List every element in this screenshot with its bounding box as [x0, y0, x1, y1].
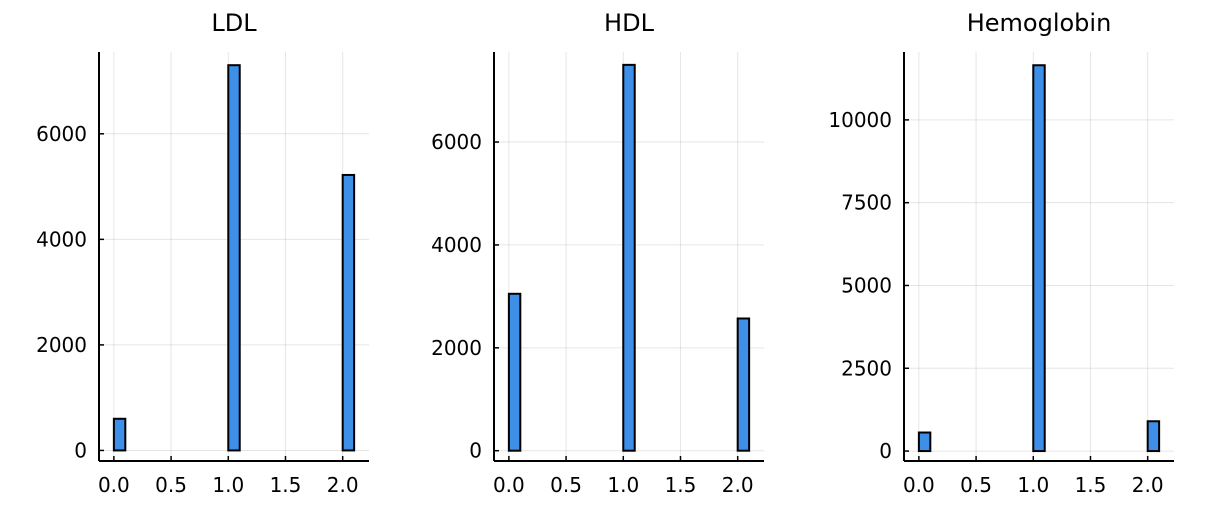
- y-tick-label: 0: [74, 438, 87, 462]
- ldl-bar-0: [112, 417, 127, 452]
- x-tick-label: 2.0: [722, 473, 754, 497]
- hemoglobin-panel: 0.0 0.5 1.0 1.5 2.0 0 2500 5000 7500 10000 Hemoglo…: [828, 9, 1174, 497]
- x-tick-label: 0.0: [493, 473, 525, 497]
- x-tick-label: 2.0: [1132, 473, 1164, 497]
- x-tick-label: 1.5: [665, 473, 697, 497]
- y-tick-label: 4000: [36, 227, 87, 251]
- y-tick-label: 10000: [828, 108, 892, 132]
- x-tick-label: 0.0: [98, 473, 130, 497]
- x-tick-label: 1.0: [212, 473, 244, 497]
- hdl-title: HDL: [604, 9, 655, 37]
- x-tick-label: 1.5: [1075, 473, 1107, 497]
- y-tick-label: 6000: [36, 122, 87, 146]
- ldl-bar-2: [341, 173, 356, 452]
- ldl-title: LDL: [211, 9, 257, 37]
- x-tick-label: 0.0: [903, 473, 935, 497]
- y-tick-label: 2000: [431, 336, 482, 360]
- x-tick-label: 0.5: [960, 473, 992, 497]
- hemoglobin-bar-0: [917, 431, 932, 453]
- hdl-panel: 0.0 0.5 1.0 1.5 2.0 0 2000 4000 6000 HDL: [431, 9, 764, 497]
- y-tick-label: 0: [469, 439, 482, 463]
- x-tick-label: 1.0: [1017, 473, 1049, 497]
- y-tick-label: 5000: [841, 273, 892, 297]
- x-tick-label: 0.5: [550, 473, 582, 497]
- ldl-panel: 0.0 0.5 1.0 1.5 2.0 0 2000 4000 6000 LDL: [36, 9, 369, 497]
- y-tick-label: 7500: [841, 191, 892, 215]
- y-tick-label: 2000: [36, 333, 87, 357]
- hemoglobin-bar-2: [1146, 420, 1161, 453]
- y-tick-label: 4000: [431, 233, 482, 257]
- y-tick-label: 2500: [841, 356, 892, 380]
- x-tick-label: 1.0: [607, 473, 639, 497]
- x-tick-label: 2.0: [327, 473, 359, 497]
- hdl-bar-1: [622, 63, 636, 452]
- y-tick-label: 0: [879, 439, 892, 463]
- hdl-bar-0: [507, 292, 522, 452]
- x-tick-label: 1.5: [270, 473, 302, 497]
- y-tick-label: 6000: [431, 130, 482, 154]
- ldl-bar-1: [227, 64, 241, 452]
- hemoglobin-bar-1: [1032, 64, 1046, 453]
- hemoglobin-title: Hemoglobin: [967, 9, 1112, 37]
- hdl-bar-2: [736, 317, 751, 452]
- x-tick-label: 0.5: [155, 473, 187, 497]
